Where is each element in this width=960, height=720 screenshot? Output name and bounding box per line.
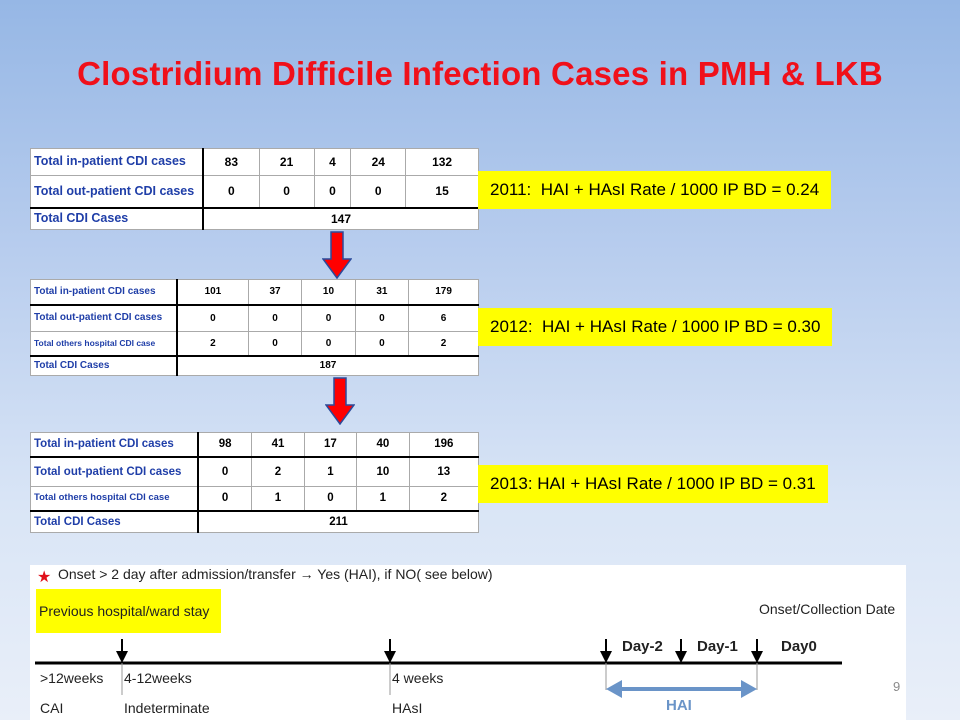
- cell: 0: [354, 304, 410, 332]
- cell: 17: [303, 432, 358, 458]
- cell: 83: [202, 148, 260, 176]
- cell: 0: [313, 175, 352, 209]
- cell: 21: [258, 148, 315, 176]
- cell: 0: [247, 331, 303, 357]
- row-label-outpatient: Total out-patient CDI cases: [30, 175, 204, 209]
- onset-date-label: Onset/Collection Date: [759, 601, 896, 617]
- label-4-weeks: 4 weeks: [392, 670, 444, 686]
- onset-timeline: ★ Onset > 2 day after admission/transfer…: [30, 565, 906, 720]
- row-label-inpatient: Total in-patient CDI cases: [30, 279, 178, 306]
- cell: 2: [408, 486, 480, 512]
- row-label-total: Total CDI Cases: [30, 510, 199, 533]
- rate-2012: 2012: HAI + HAsI Rate / 1000 IP BD = 0.3…: [478, 308, 833, 346]
- label-over-12-weeks: >12weeks: [40, 670, 104, 686]
- label-hasi: HAsI: [392, 700, 423, 716]
- day-minus-1: Day-1: [697, 638, 738, 655]
- previous-stay-label: Previous hospital/ward stay: [36, 589, 221, 633]
- onset-rule-text: Onset > 2 day after admission/transfer →…: [58, 566, 493, 582]
- cell: 4: [313, 148, 352, 176]
- red-down-arrow-icon: [325, 377, 355, 425]
- row-label-inpatient: Total in-patient CDI cases: [30, 148, 204, 176]
- star-icon: ★: [37, 569, 52, 586]
- onset-rule: Onset > 2 day after admission/transfer: [58, 566, 296, 582]
- cell: 31: [354, 279, 410, 306]
- cell: 179: [408, 279, 479, 306]
- cell: 6: [408, 304, 479, 332]
- cdi-table-2013: Total in-patient CDI cases 98 41 17 40 1…: [30, 432, 480, 533]
- marker-day-minus-1: [675, 639, 687, 663]
- cdi-table-2011: Total in-patient CDI cases 83 21 4 24 13…: [30, 148, 479, 230]
- rate-2011: 2011: HAI + HAsI Rate / 1000 IP BD = 0.2…: [478, 171, 832, 209]
- total-cell: 211: [197, 510, 479, 533]
- marker-day-minus-2: [600, 639, 612, 690]
- cell: 98: [197, 432, 253, 458]
- cell: 0: [350, 175, 407, 209]
- cell: 37: [247, 279, 303, 306]
- cell: 132: [405, 148, 479, 176]
- row-label-total: Total CDI Cases: [30, 355, 178, 376]
- row-label-others: Total others hospital CDI case: [30, 486, 199, 512]
- marker-day-0: [751, 639, 763, 690]
- cell: 0: [303, 486, 358, 512]
- label-indeterminate: Indeterminate: [124, 700, 210, 716]
- row-label-outpatient: Total out-patient CDI cases: [30, 456, 199, 487]
- marker-4-weeks: [384, 639, 396, 695]
- cell: 0: [202, 175, 260, 209]
- cell: 196: [408, 432, 480, 458]
- right-arrow-icon: →: [299, 566, 314, 582]
- rate-2013: 2013: HAI + HAsI Rate / 1000 IP BD = 0.3…: [478, 465, 828, 503]
- hai-double-arrow-icon: [606, 680, 757, 698]
- cell: 0: [301, 304, 356, 332]
- label-cai: CAI: [40, 700, 64, 716]
- label-4-12-weeks: 4-12weeks: [124, 670, 192, 686]
- cell: 0: [176, 304, 249, 332]
- cell: 0: [354, 331, 410, 357]
- day-minus-2: Day-2: [622, 638, 663, 655]
- total-cell: 187: [176, 355, 479, 376]
- cell: 1: [356, 486, 410, 512]
- label-hai: HAI: [666, 697, 692, 714]
- row-label-outpatient: Total out-patient CDI cases: [30, 304, 178, 332]
- cell: 0: [301, 331, 356, 357]
- marker-4-12-weeks: [116, 639, 128, 695]
- cell: 0: [258, 175, 315, 209]
- cell: 24: [350, 148, 407, 176]
- cell: 101: [176, 279, 249, 306]
- row-label-inpatient: Total in-patient CDI cases: [30, 432, 199, 458]
- cdi-table-2012: Total in-patient CDI cases 101 37 10 31 …: [30, 279, 479, 376]
- cell: 15: [405, 175, 479, 209]
- cell: 10: [301, 279, 356, 306]
- total-cell: 147: [202, 207, 479, 230]
- cell: 0: [197, 486, 253, 512]
- cell: 0: [247, 304, 303, 332]
- red-down-arrow-icon: [322, 231, 352, 279]
- cell: 13: [408, 456, 480, 487]
- onset-result: Yes (HAI), if NO( see below): [317, 566, 493, 582]
- cell: 1: [251, 486, 305, 512]
- timeline-graphic: [35, 639, 842, 698]
- cell: 41: [251, 432, 305, 458]
- cell: 0: [197, 456, 253, 487]
- slide-title: Clostridium Difficile Infection Cases in…: [77, 55, 883, 92]
- row-label-others: Total others hospital CDI case: [30, 331, 178, 357]
- day-0: Day0: [781, 638, 817, 655]
- row-label-total: Total CDI Cases: [30, 207, 204, 230]
- page-number: 9: [893, 679, 901, 694]
- cell: 2: [176, 331, 249, 357]
- cell: 2: [251, 456, 305, 487]
- cell: 10: [356, 456, 410, 487]
- cell: 40: [356, 432, 410, 458]
- cell: 2: [408, 331, 479, 357]
- cell: 1: [303, 456, 358, 487]
